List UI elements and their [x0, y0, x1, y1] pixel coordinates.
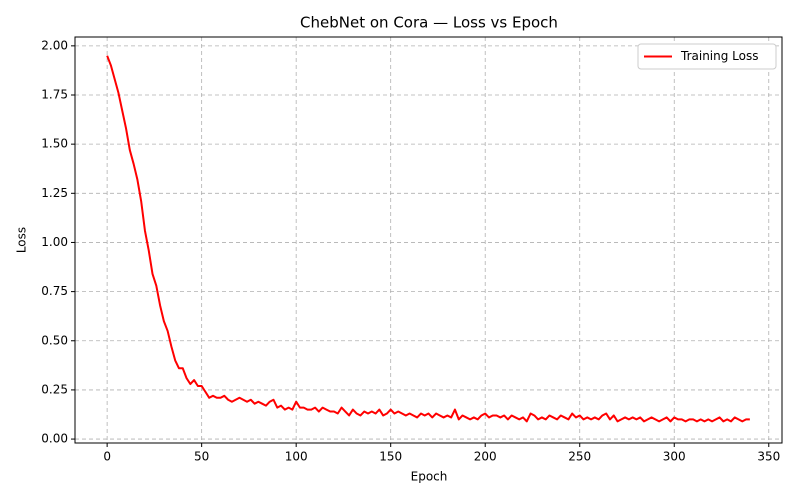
chart-title: ChebNet on Cora — Loss vs Epoch — [300, 14, 558, 32]
y-tick-label: 0.25 — [41, 382, 68, 396]
x-tick-label: 350 — [757, 450, 780, 464]
x-tick-label: 50 — [194, 450, 209, 464]
x-tick-label: 100 — [285, 450, 308, 464]
plot-frame — [74, 36, 783, 444]
x-axis-label: Epoch — [411, 470, 448, 484]
legend-label: Training Loss — [680, 49, 758, 63]
y-tick-label: 1.50 — [41, 137, 68, 151]
x-tick-label: 150 — [379, 450, 402, 464]
legend-box — [637, 43, 777, 70]
y-tick-label: 1.00 — [41, 235, 68, 249]
line — [106, 55, 750, 423]
y-tick-label: 0.50 — [41, 333, 68, 347]
x-tick-label: 0 — [103, 450, 111, 464]
y-axis-label: Loss — [15, 227, 29, 253]
y-tick-label: 1.25 — [41, 186, 68, 200]
x-tick-label: 300 — [663, 450, 686, 464]
x-tick-label: 200 — [474, 450, 497, 464]
y-tick-label: 2.00 — [41, 38, 68, 52]
x-tick-label: 250 — [568, 450, 591, 464]
y-tick-label: 1.75 — [41, 88, 68, 102]
y-tick-label: 0.00 — [41, 432, 68, 446]
y-tick-label: 0.75 — [41, 284, 68, 298]
